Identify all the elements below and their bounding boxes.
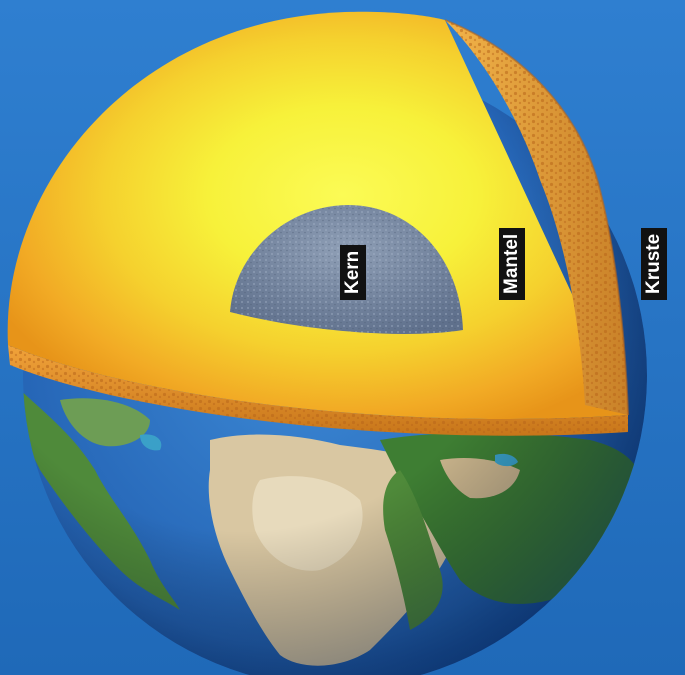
label-crust: Kruste	[641, 227, 667, 300]
label-core: Kern	[340, 244, 366, 300]
crust-rim-texture	[8, 345, 628, 436]
crust-edge-line	[444, 19, 629, 416]
crust-wall-texture	[445, 20, 628, 415]
cutaway	[7, 11, 629, 436]
label-mantle: Mantel	[499, 227, 525, 300]
